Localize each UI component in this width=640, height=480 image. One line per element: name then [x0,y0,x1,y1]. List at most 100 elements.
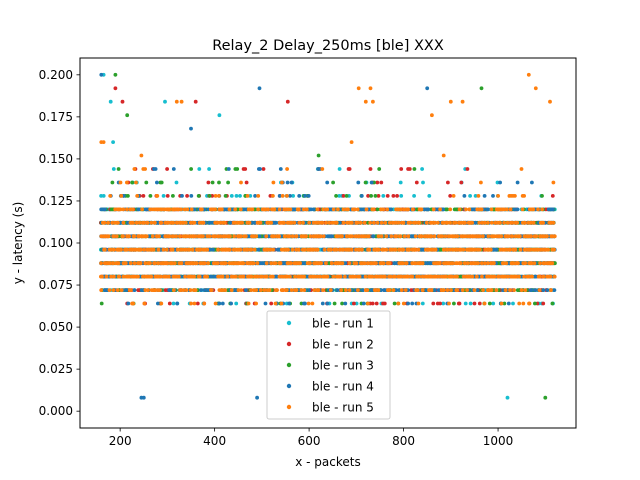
data-point [370,301,375,306]
data-point [515,180,520,185]
data-point [328,288,333,292]
data-point [512,288,516,292]
data-point [208,220,213,225]
data-point [226,167,231,171]
data-point [289,180,294,185]
data-point [163,99,167,104]
data-point [126,194,130,198]
data-point [217,180,221,185]
data-point [356,288,360,292]
data-point [399,194,404,198]
data-point [412,194,416,198]
data-point [420,301,425,306]
data-point [220,274,225,279]
data-point [368,167,373,171]
data-point [243,288,248,292]
data-point [537,288,542,292]
data-point [303,301,307,306]
data-point [369,180,374,185]
data-point [113,86,118,91]
data-point [206,180,211,185]
data-point [395,194,399,198]
data-point [455,207,459,212]
data-point [533,288,537,292]
data-point [462,194,467,198]
data-point [533,274,538,279]
data-point [551,207,555,212]
data-point [144,180,149,185]
data-point [399,288,404,292]
data-point [115,288,120,292]
data-point [254,301,258,306]
data-point [116,167,121,171]
data-point [130,180,135,185]
data-point [494,247,499,252]
data-point [104,274,109,279]
data-point [120,99,125,104]
data-point [143,288,148,292]
data-point [337,220,342,225]
data-point [420,167,424,171]
data-point [257,86,262,91]
data-point [385,194,390,198]
data-point [377,167,382,171]
data-point [479,86,484,91]
data-point [261,167,266,171]
data-point [506,301,511,306]
data-point [340,301,344,306]
data-point [210,180,215,185]
data-point [499,301,504,306]
data-point [361,301,366,306]
data-point [280,288,285,292]
data-point [117,274,122,279]
data-point [311,207,316,212]
data-point [202,301,207,306]
data-point [347,167,352,171]
data-point [258,167,262,171]
data-point [424,261,429,266]
data-point [181,288,186,292]
data-point [136,274,140,279]
data-point [491,194,495,198]
data-point [375,180,380,185]
data-point [153,288,158,292]
data-point [523,288,528,292]
data-point [465,288,469,292]
data-point [291,194,295,198]
data-point [229,194,234,198]
data-point [303,194,307,198]
data-point [167,301,172,306]
data-point [156,220,160,225]
data-point [468,301,473,306]
data-point [445,288,450,292]
data-point [354,301,359,306]
data-point [459,180,464,185]
data-points [99,72,557,400]
data-point [540,194,544,198]
data-point [330,234,334,239]
data-point [189,126,193,131]
data-point [325,301,330,306]
data-point [473,220,478,225]
data-point [197,274,202,279]
data-point [192,301,197,306]
data-point [284,288,289,292]
data-point [455,288,460,292]
data-point [171,194,175,198]
data-point [263,301,268,306]
data-point [269,301,274,306]
data-point [110,180,115,185]
data-point [239,288,244,292]
data-point [310,301,315,306]
data-point [192,274,197,279]
data-point [109,274,113,279]
data-point [141,274,145,279]
data-point [288,194,292,198]
data-point [137,207,141,212]
data-point [410,301,415,306]
data-point [262,288,267,292]
data-point [249,274,254,279]
data-point [146,288,150,292]
data-point [188,288,193,292]
